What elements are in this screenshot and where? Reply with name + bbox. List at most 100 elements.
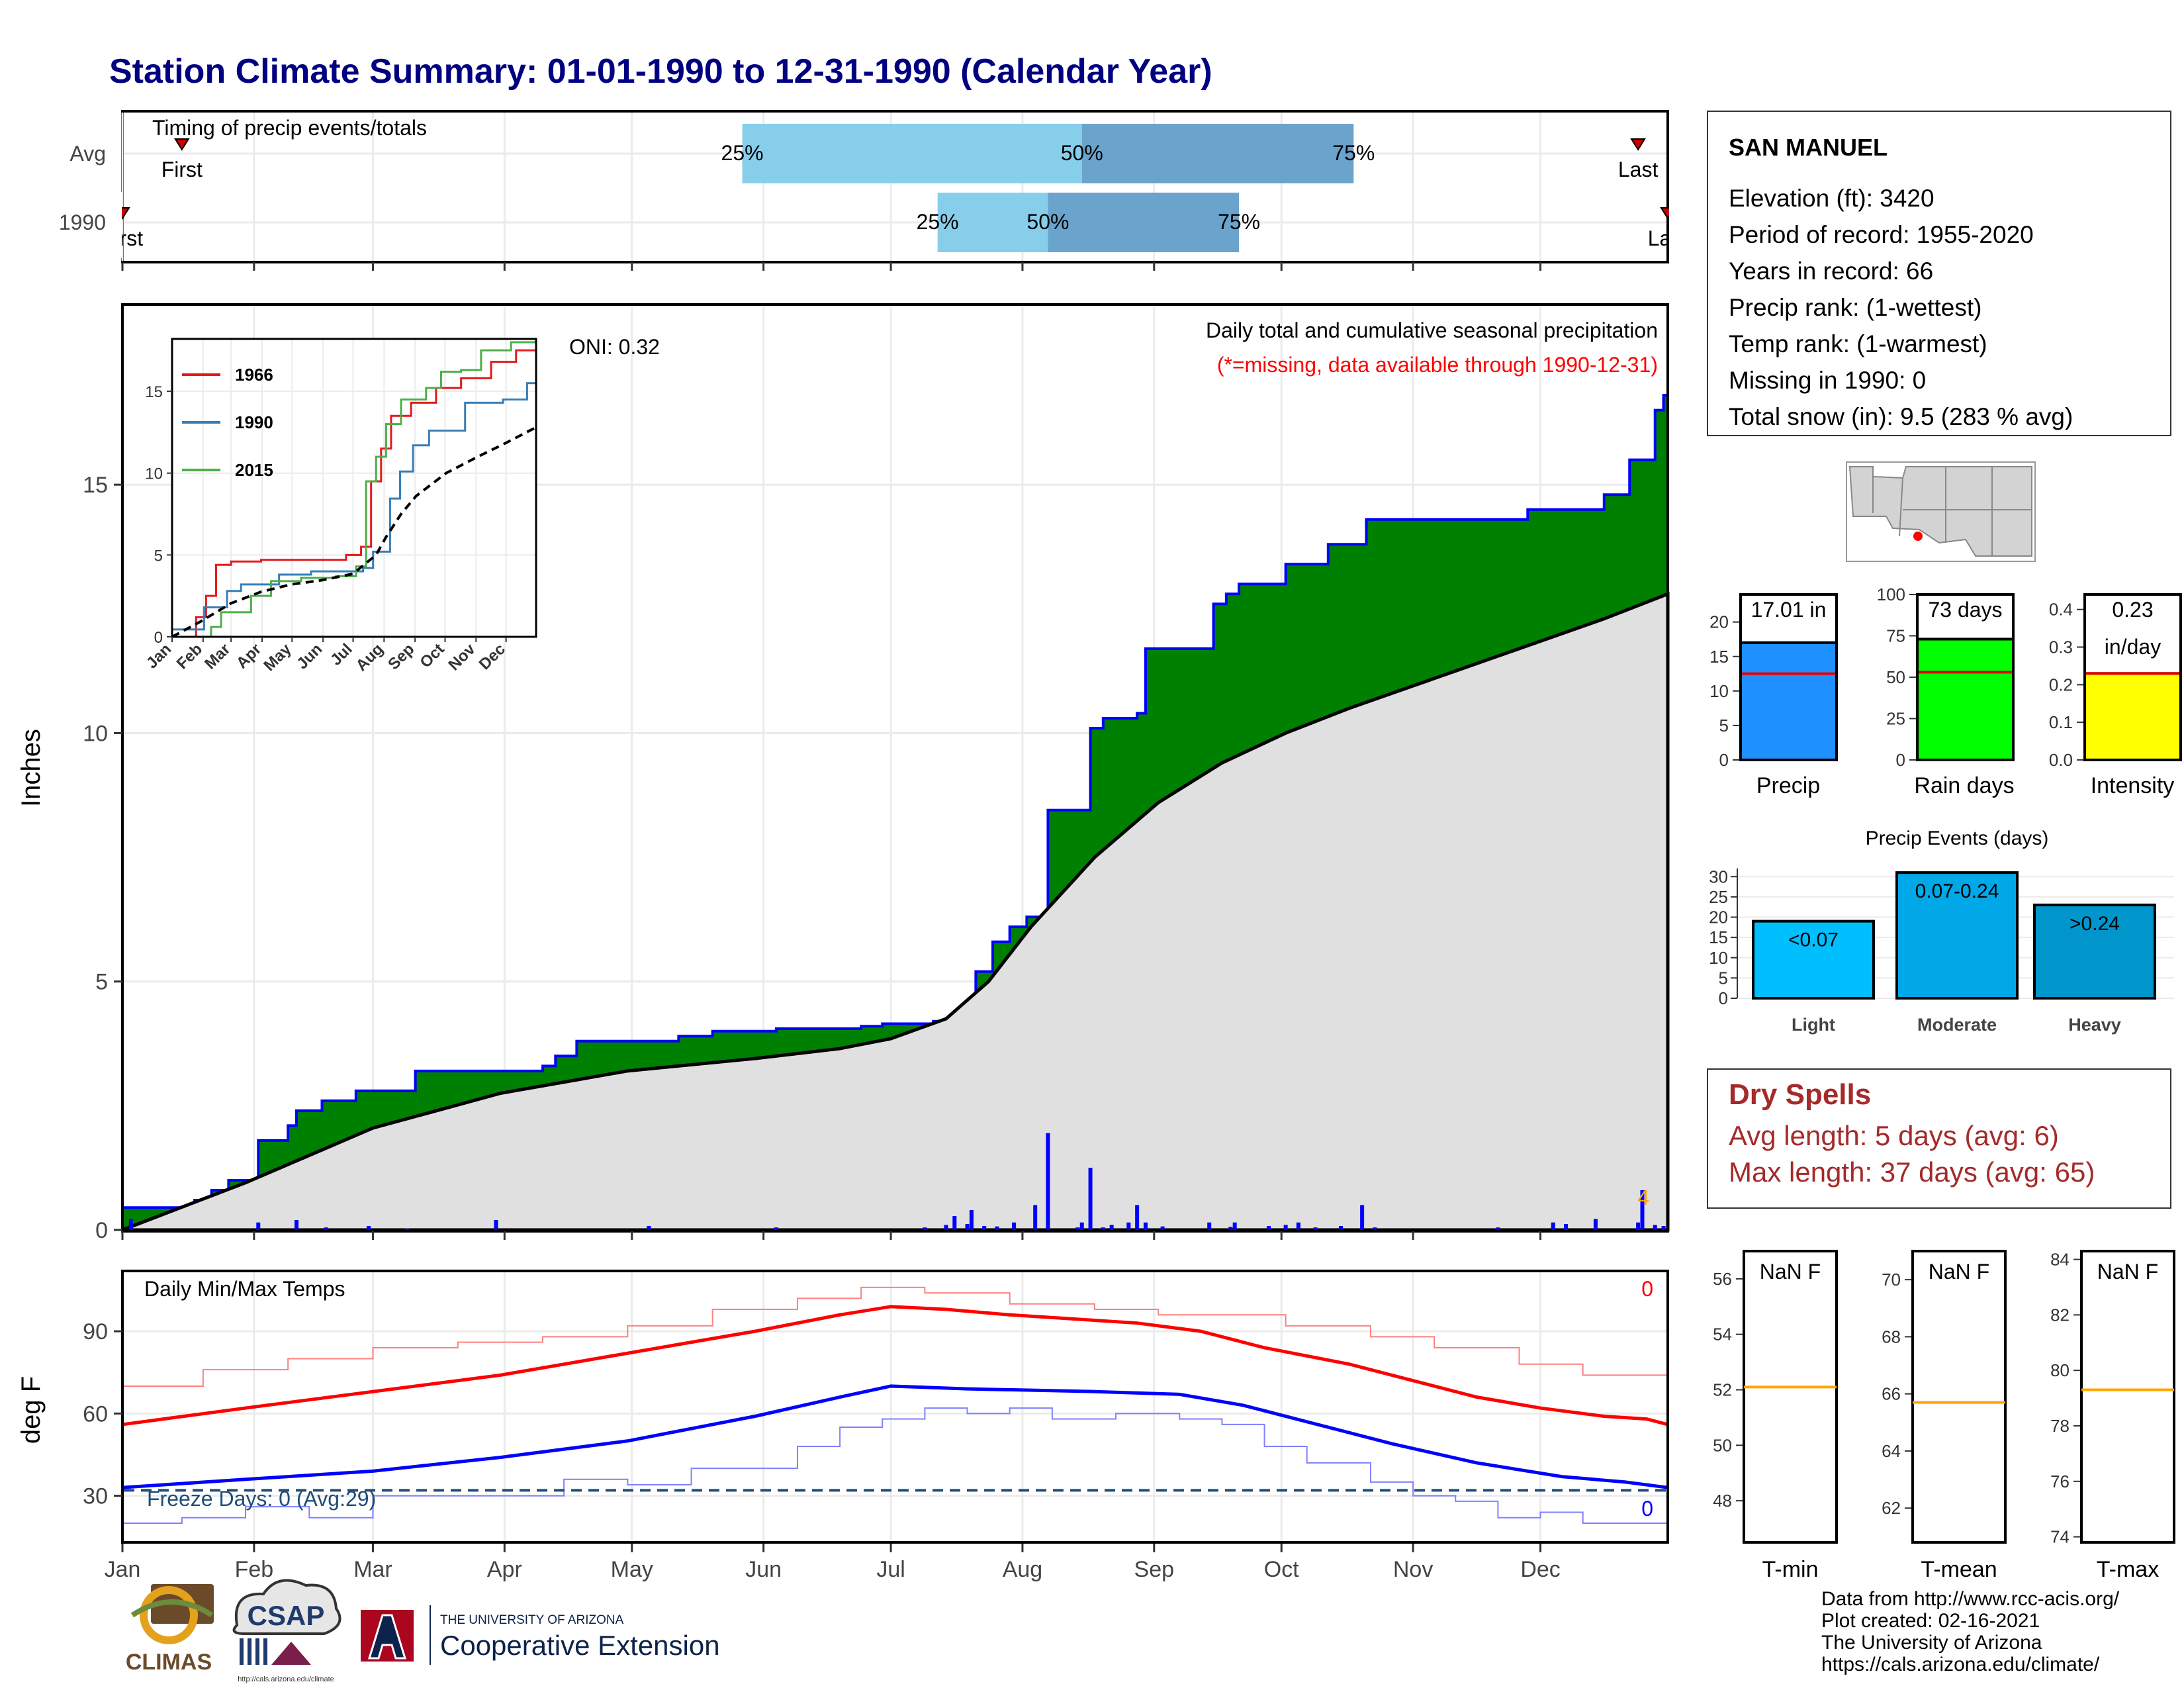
temp-boxes: 48 50 52 54 56 NaN F T-min 62 64 66 68 70 NaN F T-mea… [1713,1250,2175,1582]
daily-precip-bar [1143,1222,1148,1230]
season-bar [2083,672,2182,761]
temp-count-bottom: 0 [1641,1497,1653,1521]
ua-logo: THE UNIVERSITY OF ARIZONA Cooperative Ex… [361,1605,720,1665]
season-bar-label: Rain days [1914,773,2014,798]
daily-precip-bar [1088,1168,1093,1230]
temp-box-frame [2080,1250,2175,1544]
inset-series-line-1966 [172,339,537,638]
season-box-frame [1739,593,1838,761]
csap-url: http://cals.arizona.edu/climate [238,1675,334,1683]
season-y-tick-label: 0.1 [2049,712,2073,732]
events-y-tick-label: 25 [1709,887,1728,907]
daily-precip-bar [404,1228,409,1230]
daily-precip-bar [952,1215,957,1230]
dry-spells-avg: Avg length: 5 days (avg: 6) [1729,1120,2059,1151]
inset-legend-label: 1966 [235,365,273,385]
station-line: Missing in 1990: 0 [1729,367,1926,394]
dry-spells-max: Max length: 37 days (avg: 65) [1729,1156,2095,1188]
temp-box-y-tick-label: 70 [1882,1270,1901,1289]
missing-note: (*=missing, data available through 1990-… [1217,353,1658,377]
temp-series-line-max_1990 [122,1286,1668,1387]
events-category-label: Heavy [2068,1015,2121,1035]
timing-marker-icon [174,138,190,151]
csap-mountain-shape [271,1642,311,1665]
csap-logo: CSAP http://cals.arizona.edu/climate [232,1579,341,1683]
temp-box-y-tick-label: 48 [1713,1491,1732,1511]
ua-a-shape [367,1614,407,1660]
daily-precip-bar [1232,1222,1237,1230]
season-y-tick-label: 10 [1709,681,1729,701]
temp-box-frame [1743,1250,1838,1544]
inset-legend: 1966 1990 2015 [182,365,273,480]
month-tick-label: Sep [1134,1557,1175,1582]
month-tick-label: Dec [1520,1557,1560,1582]
daily-precip-bar [1075,1227,1080,1230]
temp-series-line-avg_max [122,1305,1668,1427]
timing-marker-label: Last [1618,158,1659,181]
season-y-tick-label: 5 [1719,716,1729,735]
station-line: Temp rank: (1-warmest) [1729,330,1987,357]
daily-precip-bar [1661,1225,1666,1230]
month-tick-label: Jul [876,1557,905,1582]
season-y-tick-label: 75 [1886,626,1905,646]
temp-plot-bg [122,1271,1668,1542]
precip-header: Daily total and cumulative seasonal prec… [1206,318,1658,342]
footer-line: Data from http://www.rcc-acis.org/ [1821,1588,2120,1610]
daily-precip-bar [1135,1205,1140,1230]
footer-line: https://cals.arizona.edu/climate/ [1821,1654,2100,1675]
precip-y-tick-label: 15 [83,473,108,498]
timing-pct-label: 75% [1332,141,1375,165]
inset-lines [171,339,537,638]
temp-box-y-tick-label: 76 [2050,1472,2070,1491]
temp-y-tick-label: 60 [83,1401,108,1427]
temp-box-y-tick-label: 80 [2050,1360,2070,1380]
season-value-label: in/day [2105,635,2161,659]
temp-box-label: T-max [2097,1557,2159,1582]
events-bar [2033,904,2156,1000]
temp-box-y-tick-label: 68 [1882,1327,1901,1346]
station-location-marker [1913,532,1923,541]
climas-wave-shape [130,1599,214,1618]
daily-precip-bar [128,1219,133,1230]
footer: CLIMAS CSAP http://cals.arizona.edu/clim… [126,1579,2120,1683]
inset-bg [172,339,536,637]
inset-y-tick-label: 15 [145,383,163,401]
daily-precip-bar [1339,1225,1343,1230]
temp-box-y-tick-label: 62 [1882,1498,1901,1518]
season-value-label: 0.23 [2112,598,2153,622]
temp-box-y-tick-label: 66 [1882,1384,1901,1404]
daily-precip-bar [494,1219,498,1230]
daily-precip-bar [647,1225,651,1230]
inset-y-tick-label: 10 [145,465,163,483]
daily-precip-bars [128,1133,1666,1230]
timing-pct-label: 75% [1218,210,1260,234]
daily-precip-bar [295,1219,299,1230]
season-bar-label: Intensity [2091,773,2175,798]
daily-precip-bar [1033,1205,1038,1230]
station-line: Years in record: 66 [1729,258,1933,285]
timing-marker-icon [1630,138,1646,151]
station-line: Precip rank: (1-wettest) [1729,294,1981,321]
month-tick-label: May [611,1557,653,1582]
precip-y-label: Inches [17,729,46,807]
season-y-tick-label: 0.2 [2049,675,2073,694]
temp-box-label: T-min [1762,1557,1819,1582]
avg-cumulative-area [122,591,1670,1232]
events-value-label: 0.07-0.24 [1915,880,1999,902]
temp-frame [121,1270,1669,1544]
season-y-tick-label: 15 [1709,647,1729,667]
temp-box-label: T-mean [1921,1557,1997,1582]
state-borders [1872,467,2032,556]
daily-precip-bar [1283,1225,1288,1230]
daily-precip-bar [1101,1227,1105,1230]
temp-box-y-tick-label: 64 [1882,1441,1901,1461]
month-tick-label: Mar [353,1557,392,1582]
inset-y-tick-label: 5 [154,547,163,565]
daily-precip-bar [944,1225,948,1230]
timing-marker-label: First [161,158,203,181]
season-y-tick-label: 0.3 [2049,637,2073,657]
daily-precip-bar [1640,1190,1645,1230]
